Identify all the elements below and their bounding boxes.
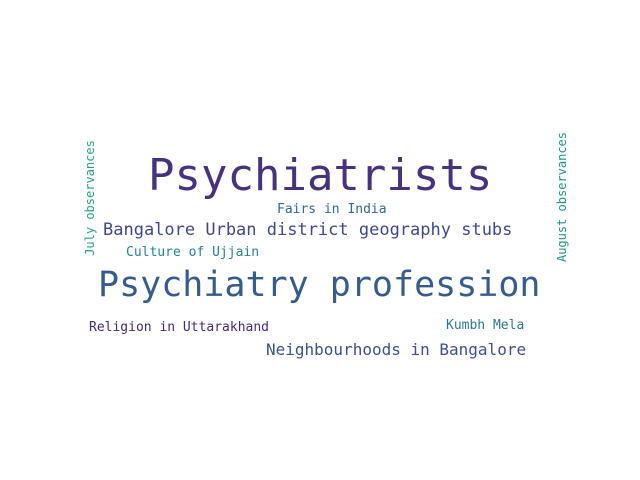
word-culture-of-ujjain: Culture of Ujjain	[126, 245, 260, 260]
word-august-observances: August observances	[555, 131, 569, 263]
word-july-observances: July observances	[83, 140, 97, 256]
word-bangalore-urban-district-geography-stubs: Bangalore Urban district geography stubs	[103, 220, 513, 240]
word-neighbourhoods-in-bangalore: Neighbourhoods in Bangalore	[266, 340, 527, 359]
word-psychiatrists: Psychiatrists	[148, 150, 493, 201]
word-fairs-in-india: Fairs in India	[277, 202, 387, 217]
word-kumbh-mela: Kumbh Mela	[446, 318, 525, 333]
word-religion-in-uttarakhand: Religion in Uttarakhand	[89, 320, 270, 335]
word-psychiatry-profession: Psychiatry profession	[98, 265, 541, 305]
